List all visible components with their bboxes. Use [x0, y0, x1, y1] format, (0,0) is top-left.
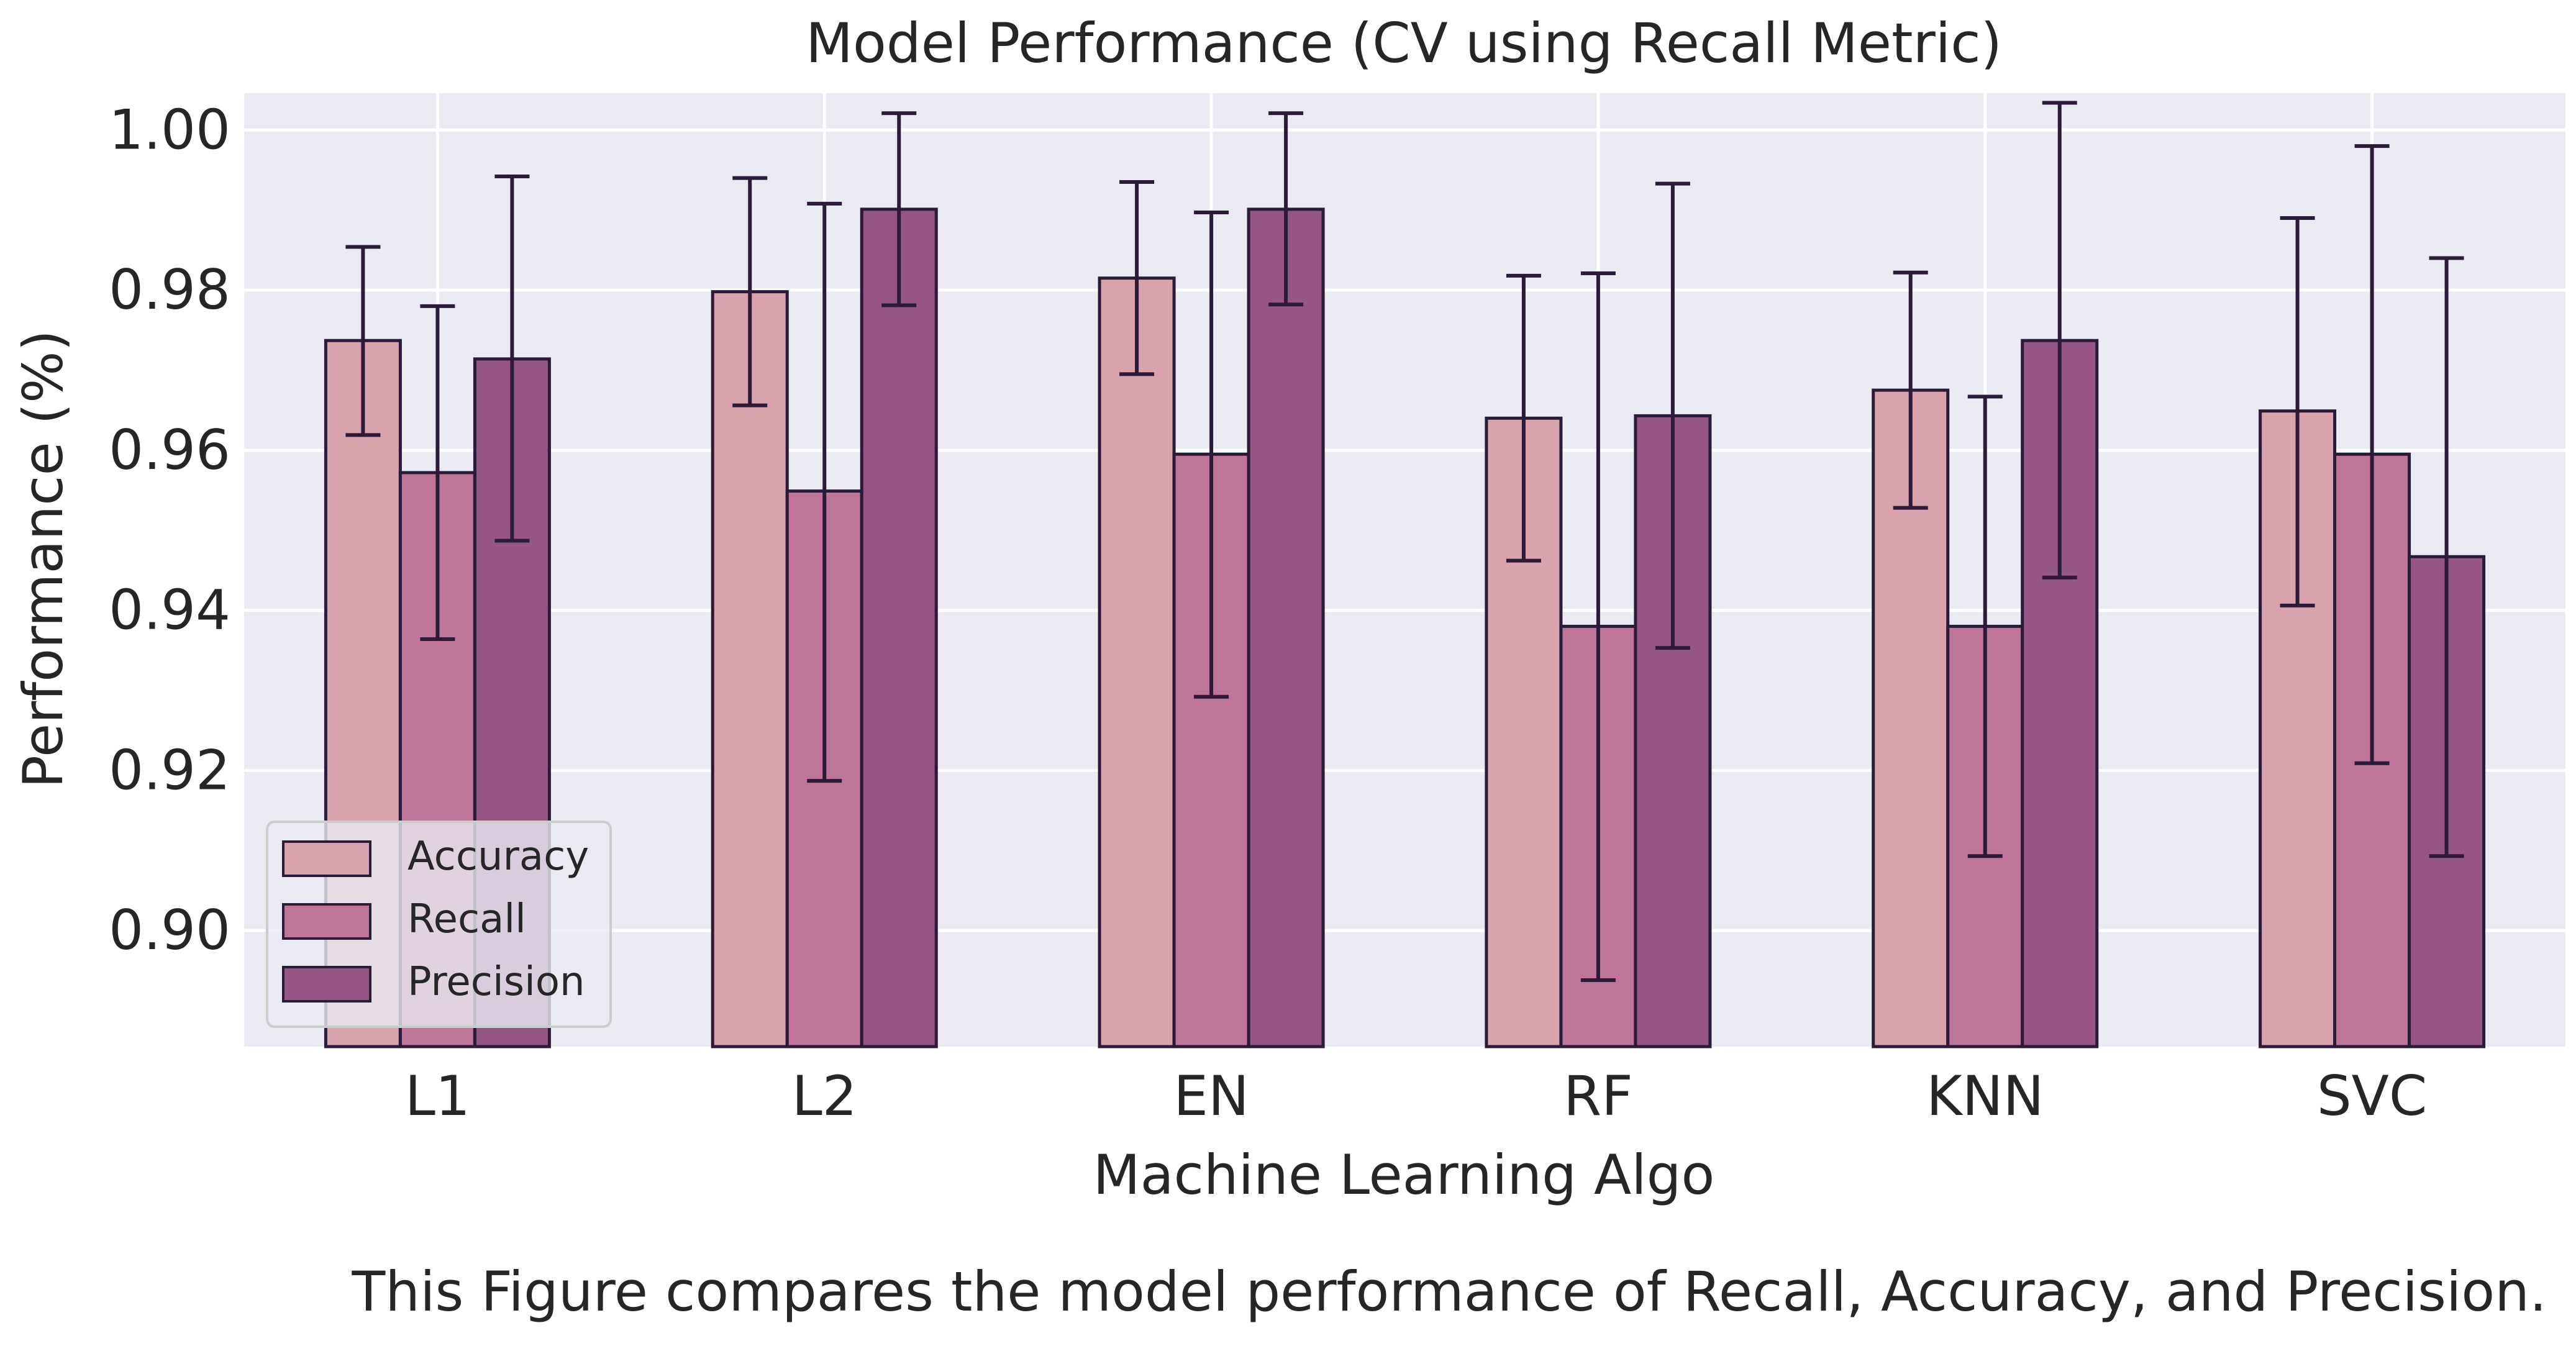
y-tick-label: 0.96 [109, 418, 230, 482]
x-tick-label: L1 [405, 1064, 470, 1128]
error-bar-accuracy-rf [1506, 273, 1541, 563]
error-bar-recall-l1 [420, 304, 455, 641]
legend-swatch-precision [282, 966, 371, 1003]
error-bar-accuracy-l2 [732, 176, 768, 407]
x-axis-title: Machine Learning Algo [1093, 1143, 1715, 1207]
y-tick-label: 0.92 [109, 738, 230, 802]
error-bar-precision-l1 [494, 175, 530, 543]
legend-label-accuracy: Accuracy [407, 834, 589, 880]
y-axis-ticks: 0.90 0.92 0.94 0.96 0.98 1.00 [109, 98, 230, 962]
error-bar-accuracy-knn [1893, 270, 1928, 510]
legend-label-recall: Recall [407, 896, 526, 942]
figure-caption: This Figure compares the model performan… [352, 1260, 2547, 1324]
error-bar-recall-knn [1967, 394, 2003, 858]
error-bar-precision-en [1268, 111, 1304, 307]
x-tick-label: EN [1173, 1064, 1249, 1128]
error-bar-precision-l2 [881, 111, 917, 307]
y-tick-label: 0.90 [109, 898, 230, 962]
error-bar-recall-l2 [807, 201, 842, 783]
x-tick-label: KNN [1926, 1064, 2044, 1128]
y-tick-label: 0.94 [109, 578, 230, 642]
error-bar-precision-svc [2429, 256, 2464, 858]
error-bar-recall-en [1194, 211, 1229, 699]
x-tick-label: RF [1563, 1064, 1633, 1128]
x-tick-label: SVC [2317, 1064, 2428, 1128]
chart-title: Model Performance (CV using Recall Metri… [806, 11, 2002, 75]
y-tick-label: 0.98 [109, 258, 230, 322]
legend-label-precision: Precision [407, 959, 585, 1005]
legend-swatch-accuracy [282, 840, 371, 877]
error-bar-recall-rf [1580, 271, 1616, 983]
x-tick-label: L2 [792, 1064, 857, 1128]
error-bar-accuracy-l1 [345, 245, 381, 437]
bar-precision-en [1247, 207, 1325, 1048]
legend: Accuracy Recall Precision [266, 821, 612, 1028]
error-bar-recall-svc [2354, 144, 2390, 765]
error-bar-precision-rf [1655, 181, 1690, 650]
legend-swatch-recall [282, 903, 371, 940]
bar-precision-l2 [860, 207, 938, 1048]
bar-precision-knn [2021, 339, 2099, 1048]
error-bars [345, 101, 2464, 983]
x-axis-ticks: L1 L2 EN RF KNN SVC [405, 1064, 2427, 1128]
error-bar-accuracy-svc [2280, 216, 2315, 607]
plot-background [244, 93, 2565, 1047]
y-tick-label: 1.00 [109, 98, 230, 161]
error-bar-accuracy-en [1119, 180, 1155, 376]
y-axis-title: Performance (%) [11, 330, 75, 788]
error-bar-precision-knn [2042, 101, 2077, 580]
bar-accuracy-en [1098, 276, 1176, 1048]
